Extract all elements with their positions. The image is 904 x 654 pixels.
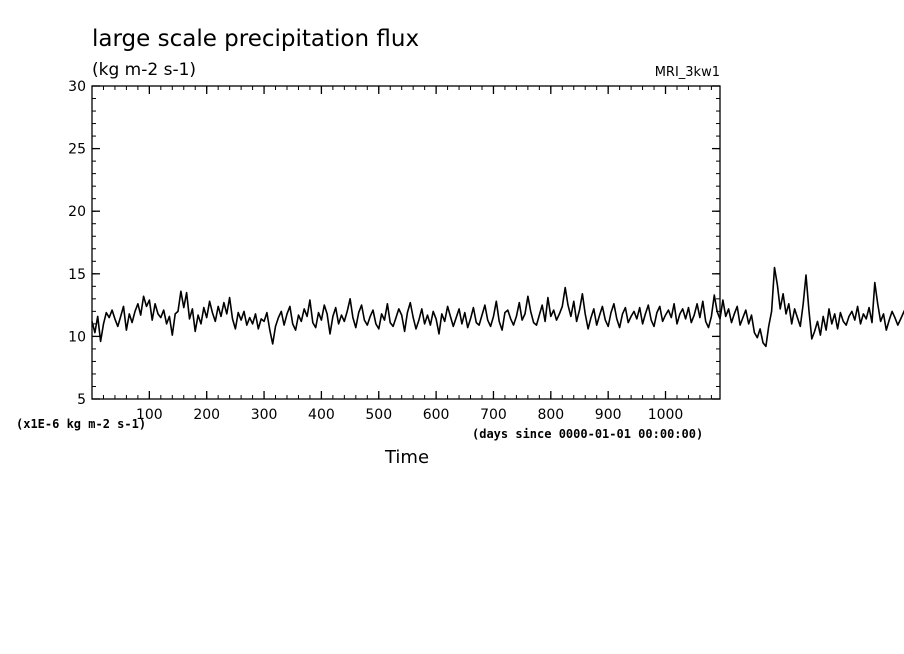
x-axis-title: Time bbox=[384, 447, 429, 468]
units-label: (kg m-2 s-1) bbox=[92, 60, 196, 80]
x-tick-label: 700 bbox=[480, 407, 507, 423]
y-tick-label: 5 bbox=[77, 392, 86, 408]
x-tick-label: 800 bbox=[537, 407, 564, 423]
x-tick-label: 200 bbox=[193, 407, 220, 423]
x-tick-label: 500 bbox=[365, 407, 392, 423]
y-tick-label: 30 bbox=[68, 79, 86, 95]
y-tick-label: 20 bbox=[68, 204, 86, 220]
series-line-mri-3kw1 bbox=[91, 266, 904, 348]
x-tick-label: 400 bbox=[308, 407, 335, 423]
y-tick-label: 25 bbox=[68, 142, 86, 158]
x-tick-label: 900 bbox=[595, 407, 622, 423]
y-tick-label: 15 bbox=[68, 267, 86, 283]
x-tick-label: 300 bbox=[251, 407, 278, 423]
axis-ticks bbox=[92, 85, 720, 400]
x-tick-labels: 100 200 300 400 500 600 700 800 900 1000 bbox=[136, 407, 683, 423]
x-tick-label: 600 bbox=[423, 407, 450, 423]
chart-title: large scale precipitation flux bbox=[92, 26, 419, 52]
y-tick-labels: 5 10 15 20 25 30 bbox=[68, 79, 86, 408]
x-units-label: (days since 0000-01-01 00:00:00) bbox=[472, 427, 703, 441]
x-tick-label: 1000 bbox=[648, 407, 684, 423]
plot-frame bbox=[91, 85, 721, 400]
model-label: MRI_3kw1 bbox=[655, 65, 720, 80]
y-tick-label: 10 bbox=[68, 329, 86, 345]
x-tick-label: 100 bbox=[136, 407, 163, 423]
scale-note: (x1E-6 kg m-2 s-1) bbox=[16, 417, 146, 431]
